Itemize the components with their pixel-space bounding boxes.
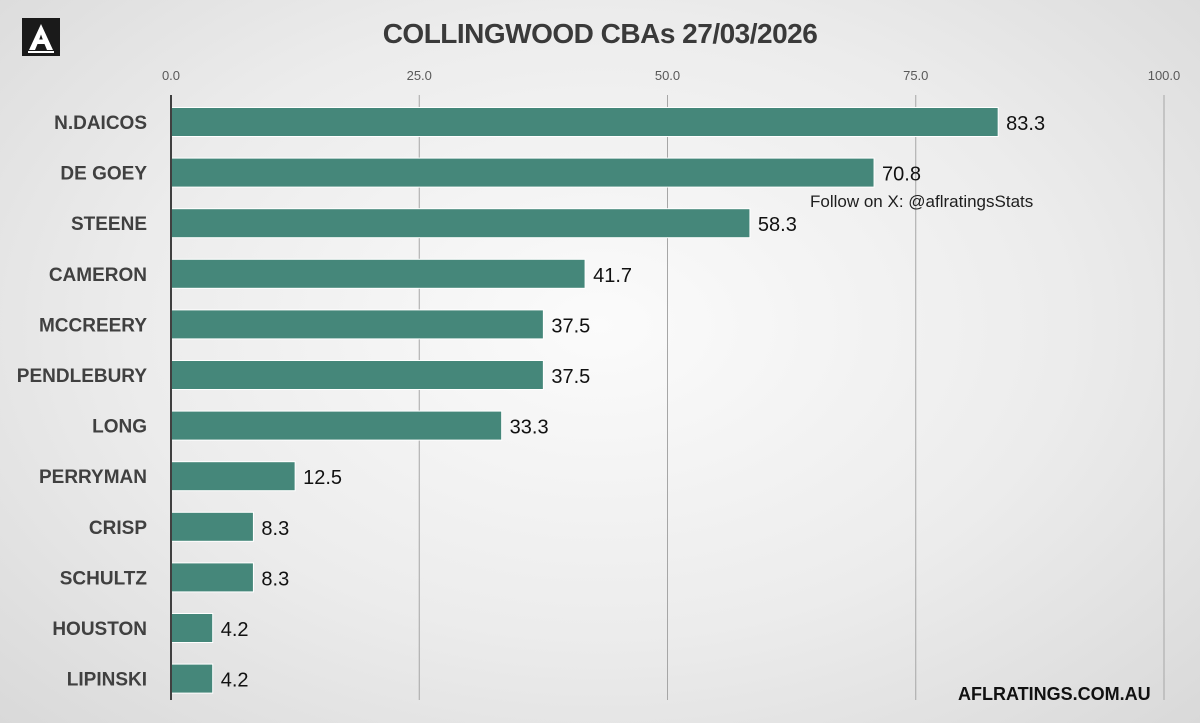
category-label: PENDLEBURY (17, 366, 148, 387)
data-label: 41.7 (593, 265, 632, 287)
bar (170, 360, 544, 390)
x-tick-label: 50.0 (655, 68, 680, 83)
category-label: LIPINSKI (67, 670, 147, 691)
logo-icon (22, 18, 60, 56)
x-tick-label: 0.0 (162, 68, 180, 83)
x-tick-label: 25.0 (407, 68, 432, 83)
bar (170, 258, 586, 289)
category-label: LONG (92, 417, 147, 438)
category-label: N.DAICOS (54, 113, 147, 134)
category-label: DE GOEY (60, 164, 147, 185)
chart-title: COLLINGWOOD CBAs 27/03/2026 (382, 18, 818, 49)
bar (170, 107, 999, 137)
x-tick-label: 75.0 (903, 68, 928, 83)
bar (170, 562, 254, 593)
bar (170, 663, 214, 694)
category-label: SCHULTZ (60, 568, 148, 589)
category-label: PERRYMAN (39, 467, 147, 488)
category-label: STEENE (71, 214, 147, 235)
data-label: 37.5 (551, 315, 590, 337)
bar (170, 461, 296, 492)
data-label: 4.2 (221, 619, 249, 641)
data-label: 4.2 (221, 670, 249, 692)
footer-website: AFLRATINGS.COM.AU (958, 684, 1151, 704)
bar (170, 613, 214, 643)
data-label: 8.3 (261, 518, 289, 540)
bar (170, 410, 503, 441)
data-label: 58.3 (758, 214, 797, 236)
data-label: 8.3 (261, 568, 289, 590)
bar (170, 309, 544, 340)
data-label: 37.5 (551, 366, 590, 388)
category-label: CAMERON (49, 265, 147, 286)
category-label: CRISP (89, 518, 147, 539)
data-label: 33.3 (510, 417, 549, 439)
data-label: 83.3 (1006, 113, 1045, 135)
bar (170, 511, 254, 542)
credit-annotation: Follow on X: @aflratingsStats (810, 192, 1034, 211)
data-label: 70.8 (882, 164, 921, 186)
bar (170, 208, 751, 239)
bar (170, 157, 875, 188)
x-tick-label: 100.0 (1148, 68, 1181, 83)
category-label: MCCREERY (39, 315, 147, 336)
data-label: 12.5 (303, 467, 342, 489)
category-label: HOUSTON (52, 619, 147, 640)
